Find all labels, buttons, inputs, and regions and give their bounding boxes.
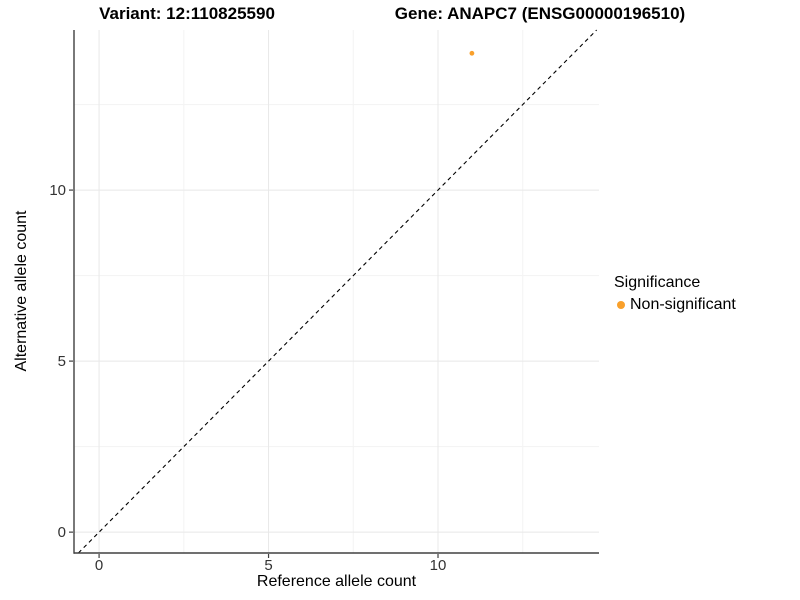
y-tick-label: 0 <box>58 524 66 541</box>
legend: Significance Non-significant <box>614 274 736 314</box>
y-tick-label: 5 <box>58 353 66 370</box>
gene-title: Gene: ANAPC7 (ENSG00000196510) <box>394 4 686 23</box>
x-axis-title: Reference allele count <box>256 573 417 590</box>
legend-point-swatch-icon <box>617 300 625 309</box>
y-tick-label: 10 <box>49 182 66 199</box>
legend-item: Non-significant <box>614 295 736 314</box>
variant-title: Variant: 12:110825590 <box>99 4 275 23</box>
legend-item-label: Non-significant <box>630 296 736 313</box>
y-axis-title: Alternative allele count <box>13 210 30 372</box>
x-tick-label: 0 <box>95 557 103 574</box>
x-tick-label: 5 <box>264 557 272 574</box>
legend-title: Significance <box>614 274 701 291</box>
data-point <box>469 50 475 56</box>
identity-line <box>78 29 598 554</box>
x-tick-label: 10 <box>430 557 447 574</box>
